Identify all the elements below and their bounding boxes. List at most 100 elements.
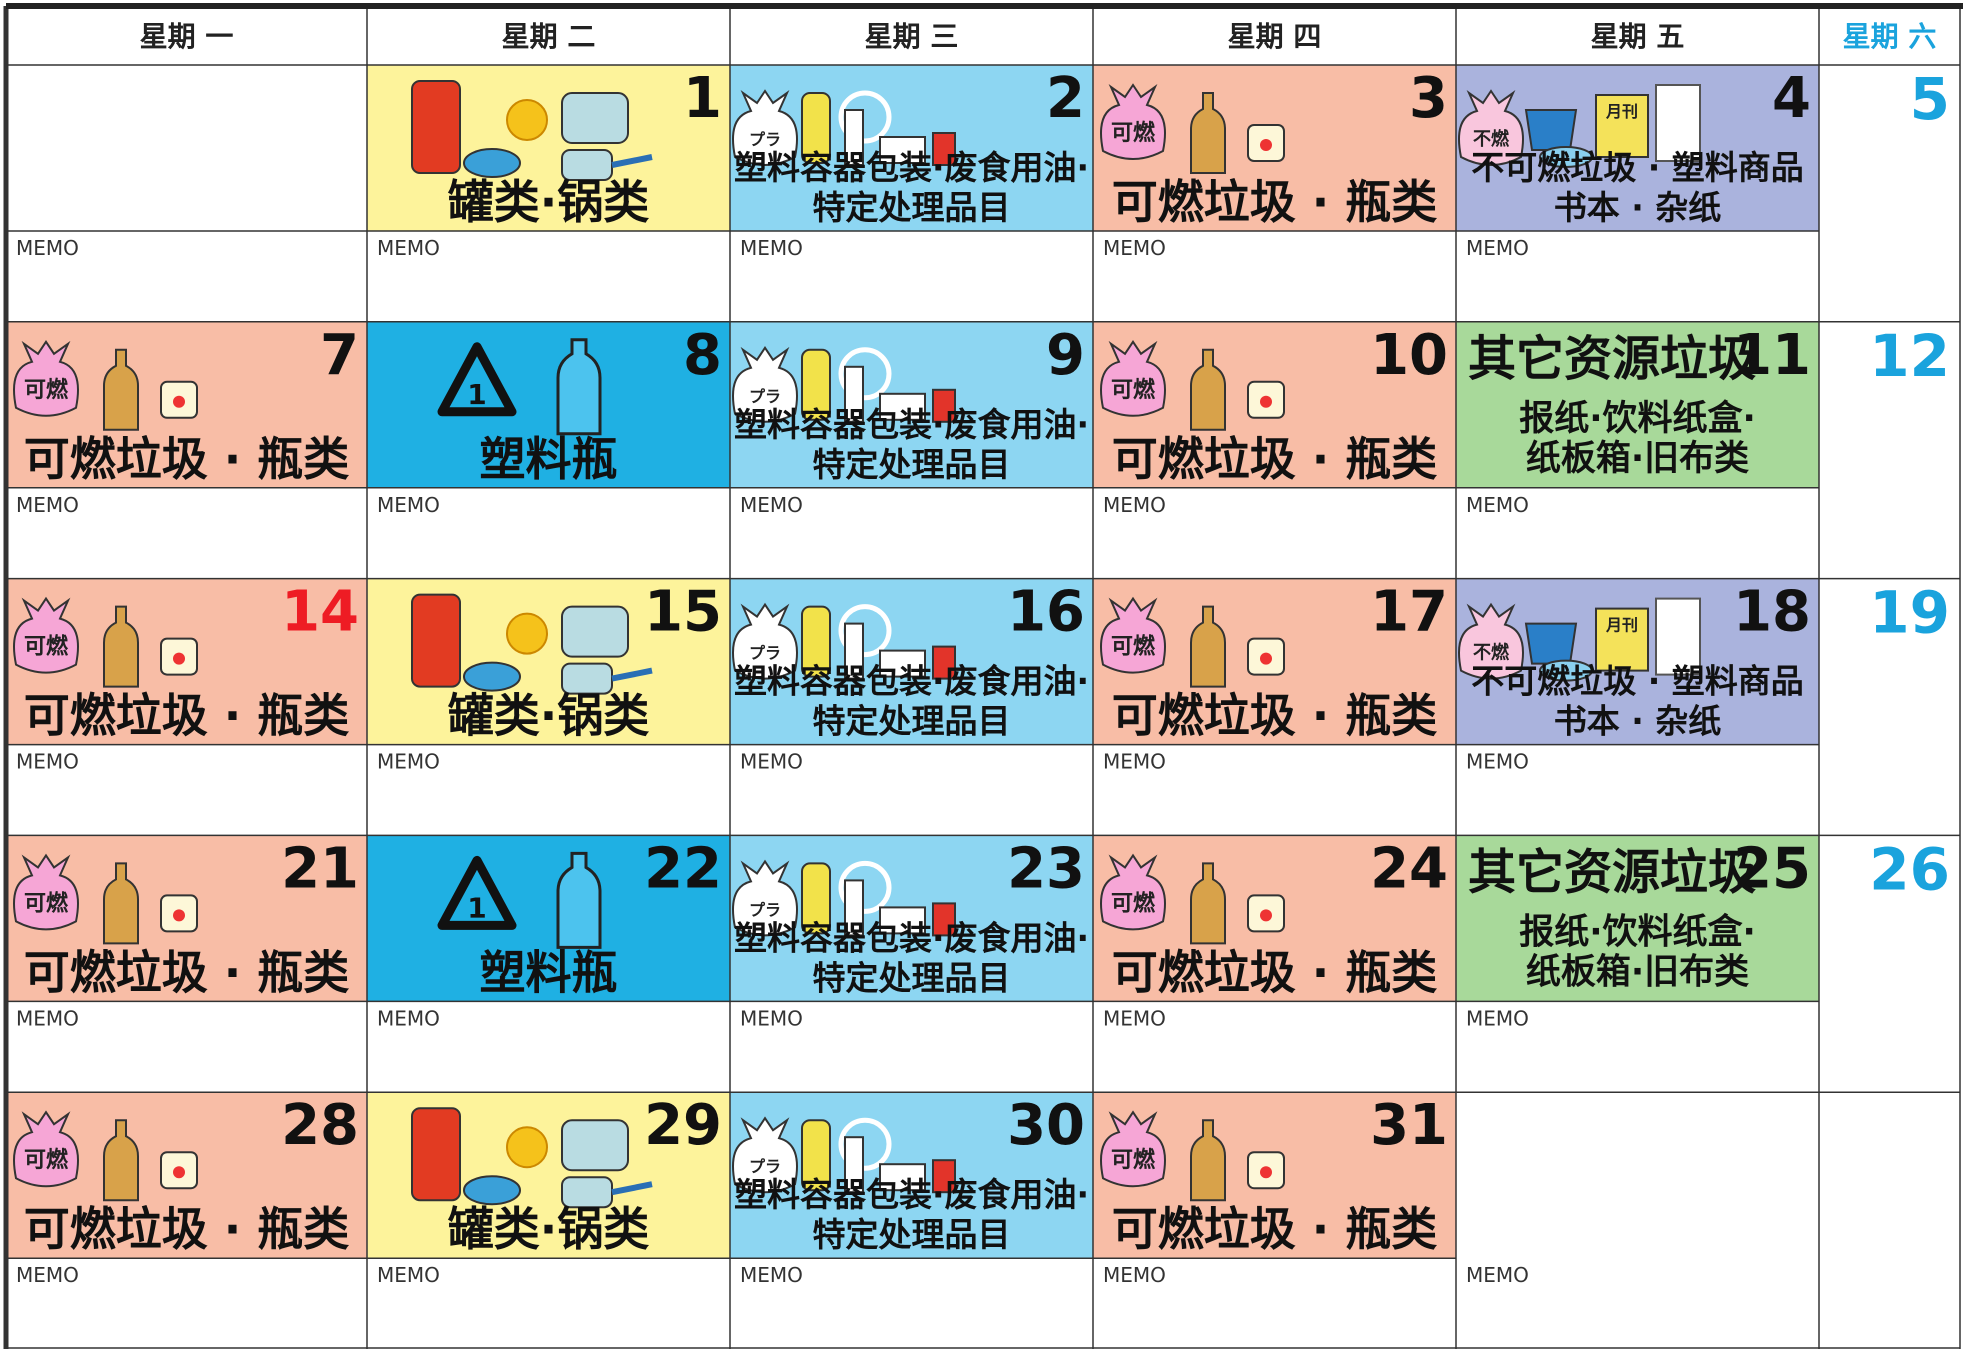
- category-label: 罐类·锅类: [448, 1202, 649, 1256]
- basin-icon: [1539, 146, 1593, 168]
- date-number: 1: [683, 66, 722, 131]
- date-number: 29: [644, 1093, 722, 1158]
- tin-icon: [463, 1175, 521, 1206]
- date-number: 10: [1370, 323, 1448, 388]
- battery-icon: [932, 388, 956, 423]
- bag-icon: [732, 89, 798, 166]
- category-label: 塑料瓶: [480, 432, 618, 486]
- bag-icon: [13, 1110, 79, 1188]
- icon-label: プラ: [749, 900, 781, 919]
- category-label: 可燃垃圾 · 瓶类: [1112, 175, 1438, 229]
- spray-icon: [838, 604, 892, 658]
- spray-can: [844, 622, 864, 680]
- icon-label: 可燃: [1111, 120, 1156, 146]
- icon-label: 月刊: [1605, 616, 1638, 635]
- memo-label: MEMO: [1103, 493, 1166, 517]
- date-number: 23: [1007, 836, 1085, 901]
- category-label: 可燃垃圾 · 瓶类: [1112, 945, 1438, 999]
- oil-icon: [801, 92, 831, 164]
- lid-icon: [506, 1126, 548, 1169]
- oil-icon: [801, 862, 831, 935]
- date-number: 18: [1733, 580, 1811, 645]
- category-label: 可燃垃圾 · 瓶类: [24, 432, 350, 486]
- magazine-icon: [1595, 94, 1649, 158]
- tape-icon: [879, 1163, 926, 1192]
- memo-label: MEMO: [377, 493, 440, 517]
- category-label: 罐类·锅类: [448, 175, 649, 229]
- icon-label: 可燃: [1111, 634, 1156, 660]
- memo-label: MEMO: [1103, 750, 1166, 774]
- memo-label: MEMO: [1466, 236, 1529, 260]
- memo-label: MEMO: [740, 750, 803, 774]
- can-icon: [411, 80, 461, 174]
- bottle-icon: [1190, 348, 1226, 431]
- category-block: [367, 321, 730, 488]
- pan-handle: [611, 1181, 653, 1196]
- tape-icon: [879, 392, 926, 421]
- icon-label: 不燃: [1473, 128, 1510, 150]
- category-label: 可燃垃圾 · 瓶类: [24, 1202, 350, 1256]
- memo-label: MEMO: [1466, 750, 1529, 774]
- date-number: 4: [1772, 66, 1811, 131]
- lid-icon: [506, 99, 548, 141]
- memo-label: MEMO: [740, 1006, 803, 1030]
- category-label: 特定处理品目: [813, 1215, 1011, 1254]
- day-header: 星期 二: [502, 20, 596, 53]
- jar-fruit: [1260, 652, 1272, 665]
- memo-label: MEMO: [1466, 493, 1529, 517]
- icon-label: プラ: [749, 644, 781, 663]
- spray-can: [844, 365, 864, 423]
- pet-bottle-icon: [556, 338, 602, 436]
- lid-icon: [506, 612, 548, 655]
- bottle-icon: [1190, 1119, 1226, 1202]
- battery-icon: [932, 645, 956, 680]
- battery-icon: [932, 132, 956, 166]
- bag-icon: [1458, 602, 1524, 680]
- recycle-icon: [437, 342, 517, 417]
- icon-label: 可燃: [24, 377, 69, 403]
- memo-label: MEMO: [1103, 1263, 1166, 1287]
- category-label: 可燃垃圾 · 瓶类: [24, 689, 350, 743]
- date-number: 21: [281, 836, 359, 901]
- category-label: 报纸·饮料纸盒·: [1519, 912, 1756, 952]
- category-label: 纸板箱·旧布类: [1526, 439, 1749, 479]
- oil-icon: [801, 1119, 831, 1192]
- icon-label: 可燃: [1111, 1147, 1156, 1173]
- date-number: 16: [1007, 580, 1085, 645]
- bag-icon: [1100, 596, 1166, 674]
- date-number: 17: [1370, 580, 1448, 645]
- category-label: 报纸·饮料纸盒·: [1519, 399, 1756, 439]
- icon-label: プラ: [749, 387, 781, 406]
- category-label: 可燃垃圾 · 瓶类: [1112, 689, 1438, 743]
- bottle-icon: [103, 1119, 139, 1202]
- battery-icon: [932, 1159, 956, 1194]
- memo-label: MEMO: [16, 1006, 79, 1030]
- recycle-icon: [437, 855, 517, 930]
- bag-icon: [13, 853, 79, 931]
- bag-icon: [1458, 89, 1524, 166]
- bag-icon: [1100, 339, 1166, 417]
- icon-label: 月刊: [1605, 102, 1638, 121]
- category-label: 塑料容器包装·废食用油·: [734, 918, 1089, 957]
- jar-fruit: [173, 652, 185, 665]
- icon-label: プラ: [749, 1157, 781, 1176]
- pot-icon: [561, 1119, 629, 1172]
- category-label: 不可燃垃圾 · 塑料商品: [1471, 148, 1804, 187]
- date-number: 2: [1046, 66, 1085, 131]
- category-block: [1456, 835, 1819, 1002]
- memo-label: MEMO: [740, 1263, 803, 1287]
- jar-fruit: [173, 909, 185, 922]
- memo-label: MEMO: [1103, 236, 1166, 260]
- saturday-date: 19: [1869, 579, 1950, 647]
- category-label: 纸板箱·旧布类: [1526, 952, 1749, 992]
- category-block: [1456, 321, 1819, 488]
- memo-label: MEMO: [16, 1263, 79, 1287]
- bag-icon: [1100, 1110, 1166, 1188]
- memo-label: MEMO: [16, 750, 79, 774]
- tape-icon: [879, 136, 926, 164]
- saturday-date: 12: [1869, 322, 1950, 390]
- bag-icon: [732, 1116, 798, 1194]
- icon-label: 可燃: [24, 1147, 69, 1173]
- jar-fruit: [1260, 1166, 1272, 1179]
